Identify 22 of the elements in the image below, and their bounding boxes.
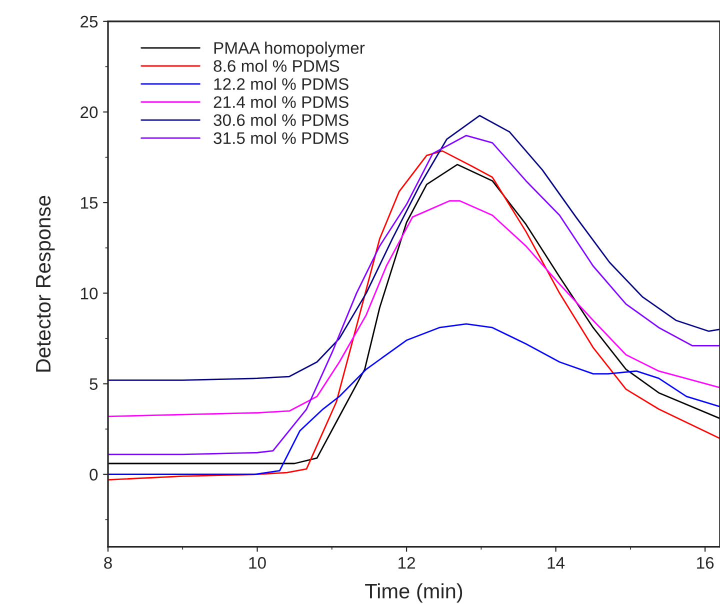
x-tick-label: 8 xyxy=(104,557,112,569)
line-series xyxy=(108,200,720,418)
line-series xyxy=(108,323,720,476)
legend-label: PMAA homopolymer xyxy=(214,42,365,58)
y-tick-label: 25 xyxy=(80,16,98,28)
y-axis-title: Detector Response xyxy=(36,196,55,372)
legend-label: 8.6 mol % PDMS xyxy=(214,60,340,72)
y-tick-label: 10 xyxy=(81,288,98,300)
y-tick-label: 5 xyxy=(90,378,98,390)
x-axis-title: Time (min) xyxy=(365,583,462,603)
y-tick-label: 15 xyxy=(81,197,98,209)
legend-label: 31.5 mol % PDMS xyxy=(214,132,348,144)
x-tick-label: 12 xyxy=(398,557,415,569)
x-tick-label: 16 xyxy=(697,557,714,569)
legend-label: 21.4 mol % PDMS xyxy=(214,96,348,108)
y-tick-label: 0 xyxy=(90,468,98,481)
x-tick-label: 10 xyxy=(249,557,266,569)
x-tick-label: 14 xyxy=(548,557,565,569)
y-tick-label: 20 xyxy=(80,106,98,118)
legend-label: 30.6 mol % PDMS xyxy=(214,114,348,126)
line-series xyxy=(108,114,720,381)
legend-label: 12.2 mol % PDMS xyxy=(214,78,348,90)
